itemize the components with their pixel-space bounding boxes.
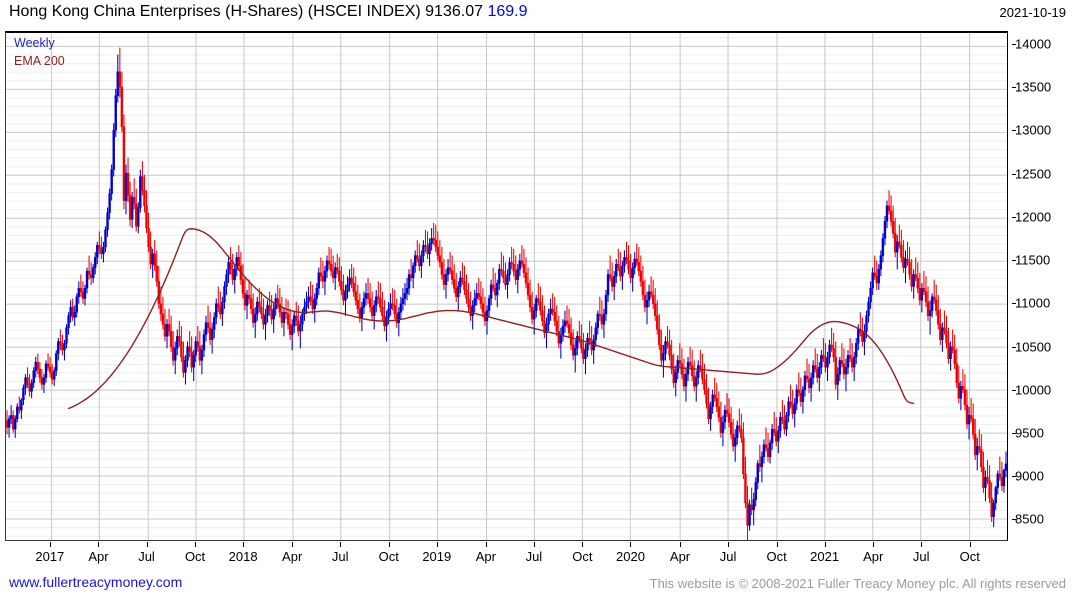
y-axis-labels: 8500 9000 9500 10000 10500 11000 11500 12000 125… [1012, 31, 1075, 543]
x-axis-tick-label: Oct [766, 549, 787, 564]
y-axis-tick-mark [1012, 389, 1016, 391]
chart-footer: www.fullertreacymoney.com This website i… [0, 572, 1075, 600]
x-axis-tick-mark [146, 542, 148, 547]
x-axis-tick-label: Jul [331, 549, 349, 564]
x-axis-tick-mark [243, 542, 245, 547]
x-axis-tick-label: 2018 [228, 549, 258, 564]
y-axis-tick-mark [1012, 519, 1016, 521]
x-axis-tick-mark [436, 542, 438, 547]
y-axis-tick-label: 13000 [1015, 122, 1052, 138]
price-change: 169.9 [487, 3, 528, 20]
y-axis-tick-label: 10000 [1015, 382, 1052, 398]
y-axis-tick-label: 13500 [1015, 79, 1052, 95]
grid-lines [6, 33, 1007, 540]
y-axis-tick-mark [1012, 476, 1016, 478]
x-axis-tick-mark [388, 542, 390, 547]
x-axis-tick-label: Jul [912, 549, 930, 564]
y-axis-tick-label: 10500 [1015, 339, 1052, 354]
candlestick-series [6, 47, 1007, 540]
y-axis-tick-mark [1012, 303, 1016, 305]
y-axis-tick-label: 12500 [1015, 166, 1052, 182]
y-axis-tick-label: 9500 [1015, 425, 1044, 441]
site-url[interactable]: www.fullertreacymoney.com [9, 574, 183, 590]
chart-header: Hong Kong China Enterprises (H-Shares) (… [0, 0, 1075, 28]
y-axis-tick-mark [1012, 130, 1016, 132]
x-axis-tick-mark [776, 542, 778, 547]
page-title: Hong Kong China Enterprises (H-Shares) (… [9, 3, 527, 21]
x-axis-tick-label: Oct [959, 549, 980, 564]
y-axis-tick-mark [1012, 260, 1016, 262]
x-axis-tick-label: Apr [282, 549, 303, 564]
plot-area[interactable]: Weekly EMA 200 [5, 31, 1008, 541]
x-axis-tick-label: 2020 [616, 549, 645, 564]
x-axis-tick-mark [292, 542, 294, 547]
x-axis-tick-mark [485, 542, 487, 547]
x-axis-tick-label: Apr [88, 549, 109, 564]
x-axis-tick-label: 2019 [422, 549, 452, 564]
x-axis-tick-mark [873, 542, 875, 547]
x-axis-tick-label: Oct [572, 549, 593, 564]
y-axis-tick-label: 9000 [1015, 468, 1044, 484]
x-axis-tick-mark [49, 542, 51, 547]
y-axis-tick-label: 11500 [1015, 252, 1051, 268]
x-axis-tick-mark [630, 542, 632, 547]
legend-interval: Weekly [14, 36, 55, 50]
legend-ema: EMA 200 [14, 54, 65, 68]
y-axis-tick-mark [1012, 173, 1016, 175]
y-axis-tick-mark [1012, 87, 1016, 89]
y-axis-tick-mark [1012, 346, 1016, 348]
x-axis-tick-mark [195, 542, 197, 547]
x-axis-tick-label: Jul [719, 549, 737, 564]
x-axis-tick-mark [582, 542, 584, 547]
x-axis-tick-label: 2021 [810, 549, 840, 564]
title-text: Hong Kong China Enterprises (H-Shares) (… [9, 3, 483, 20]
x-axis-tick-label: Apr [863, 549, 884, 564]
x-axis-tick-label: Apr [475, 549, 496, 564]
x-axis-tick-mark [728, 542, 730, 547]
y-axis-tick-label: 11000 [1015, 295, 1051, 311]
x-axis-tick-mark [824, 542, 826, 547]
x-axis-tick-mark [680, 542, 682, 547]
y-axis-tick-mark [1012, 43, 1016, 45]
y-axis-tick-mark [1012, 216, 1016, 218]
x-axis-tick-mark [921, 542, 923, 547]
x-axis-tick-mark [533, 542, 535, 547]
x-axis-tick-label: Oct [378, 549, 399, 564]
y-axis-tick-label: 8500 [1015, 511, 1044, 527]
y-axis-tick-mark [1012, 432, 1016, 434]
as-of-date: 2021-10-19 [999, 5, 1067, 20]
y-axis-tick-label: 14000 [1015, 36, 1052, 52]
y-axis-tick-label: 12000 [1015, 209, 1052, 225]
x-axis-tick-label: 2017 [35, 549, 65, 564]
x-axis-tick-label: Jul [525, 549, 543, 564]
x-axis-tick-mark [969, 542, 971, 547]
x-axis-tick-label: Apr [669, 549, 691, 564]
x-axis-labels: 2017 Apr Jul Oct 2018 Apr Jul Oct 2019 Apr Jul Oct 2… [0, 542, 1075, 566]
x-axis-tick-label: Oct [184, 549, 206, 564]
x-axis-tick-label: Jul [138, 549, 155, 564]
x-axis-tick-mark [340, 542, 342, 547]
copyright-notice: This website is © 2008-2021 Fuller Treac… [649, 576, 1066, 591]
x-axis-tick-mark [98, 542, 100, 547]
